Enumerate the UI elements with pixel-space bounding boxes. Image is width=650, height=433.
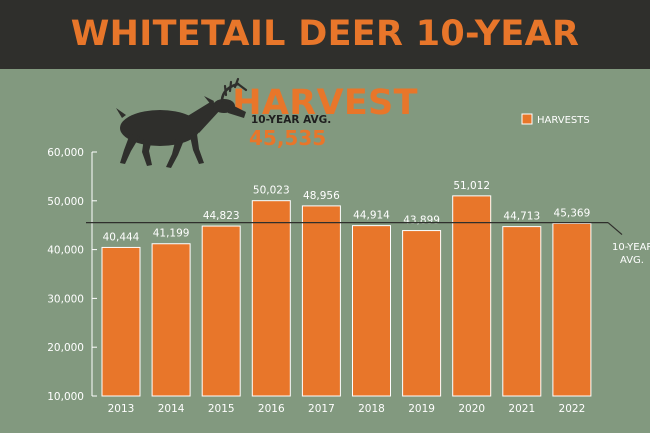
y-tick-label: 50,000: [47, 196, 84, 208]
x-tick-label: 2017: [308, 403, 335, 415]
average-line-leader: [607, 222, 623, 236]
title-bar: WHITETAIL DEER 10-YEAR HARVEST: [0, 0, 650, 123]
bar: [502, 226, 542, 397]
bar: [101, 246, 141, 397]
x-tick-label: 2020: [458, 403, 485, 415]
x-tick-label: 2015: [208, 403, 235, 415]
bar: [201, 225, 241, 397]
bar: [552, 222, 592, 397]
average-value: 45,535: [249, 126, 326, 150]
legend-swatch: [521, 113, 533, 125]
y-tick-label: 60,000: [47, 147, 84, 159]
x-tick-label: 2013: [108, 403, 135, 415]
y-tick-label: 30,000: [47, 293, 84, 305]
average-line-label: AVG.: [620, 255, 644, 266]
bar-value-label: 43,899: [403, 215, 440, 227]
y-tick-label: 10,000: [47, 391, 84, 403]
y-tick-label: 40,000: [47, 245, 84, 257]
x-tick-label: 2016: [258, 403, 285, 415]
bar-value-label: 48,956: [303, 190, 340, 202]
bar-value-label: 41,199: [153, 228, 190, 240]
bar-value-label: 40,444: [103, 231, 140, 243]
x-tick-label: 2014: [158, 403, 185, 415]
bar: [452, 195, 492, 397]
legend-label: HARVESTS: [537, 115, 590, 126]
bar-value-label: 50,023: [253, 185, 290, 197]
bar: [352, 225, 391, 397]
x-tick-label: 2019: [408, 403, 435, 415]
bar: [251, 200, 291, 397]
y-tick-label: 20,000: [47, 342, 84, 354]
x-tick-label: 2022: [559, 403, 586, 415]
bar-value-label: 51,012: [453, 180, 490, 192]
average-label: 10-YEAR AVG.: [251, 114, 331, 126]
deer-silhouette-icon: [116, 77, 248, 168]
bar: [402, 230, 442, 397]
chart-title: WHITETAIL DEER 10-YEAR HARVEST: [70, 14, 580, 123]
bar-value-label: 44,823: [203, 210, 240, 222]
bar: [151, 243, 191, 397]
x-tick-label: 2021: [508, 403, 535, 415]
bar-value-label: 45,369: [554, 207, 591, 219]
bar: [301, 205, 341, 397]
bar-value-label: 44,713: [503, 211, 540, 223]
average-line-label: 10-YEAR: [612, 242, 650, 253]
x-tick-label: 2018: [358, 403, 385, 415]
bar-value-label: 44,914: [353, 210, 390, 222]
